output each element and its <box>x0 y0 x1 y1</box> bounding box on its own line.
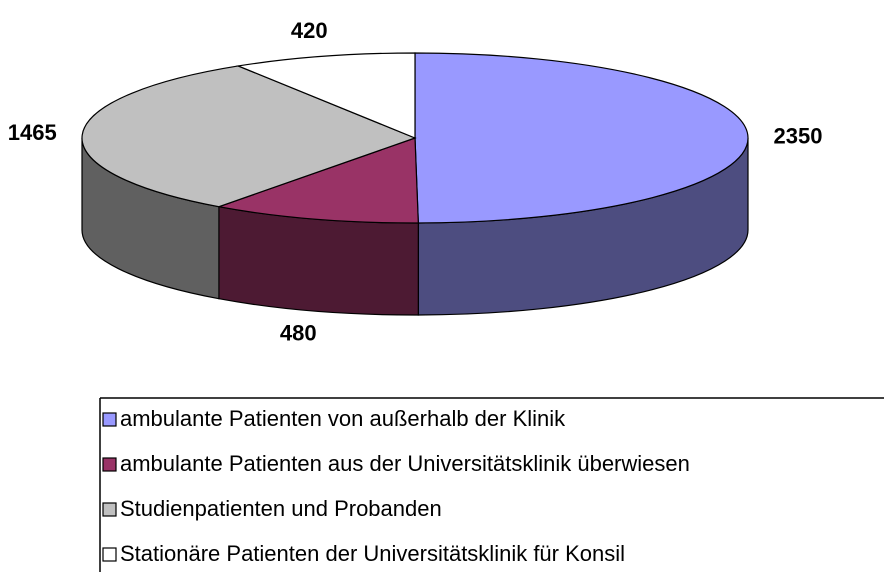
pie-slice <box>216 137 419 224</box>
pie-slice <box>81 65 417 208</box>
pie-slice <box>414 52 749 224</box>
pie-slice <box>235 52 416 139</box>
legend-swatch <box>102 457 117 472</box>
data-label: 1465 <box>8 120 57 145</box>
legend-label: Studienpatienten und Probanden <box>120 496 442 521</box>
legend-swatch <box>102 502 117 517</box>
data-label: 480 <box>280 321 317 346</box>
legend-label: Stationäre Patienten der Universitätskli… <box>120 541 625 566</box>
legend-label: ambulante Patienten von außerhalb der Kl… <box>120 406 566 431</box>
data-label: 2350 <box>774 123 823 148</box>
legend-label: ambulante Patienten aus der Universitäts… <box>120 451 690 476</box>
legend-swatch <box>102 547 117 562</box>
legend-swatch <box>102 412 117 427</box>
data-label: 420 <box>291 18 328 43</box>
